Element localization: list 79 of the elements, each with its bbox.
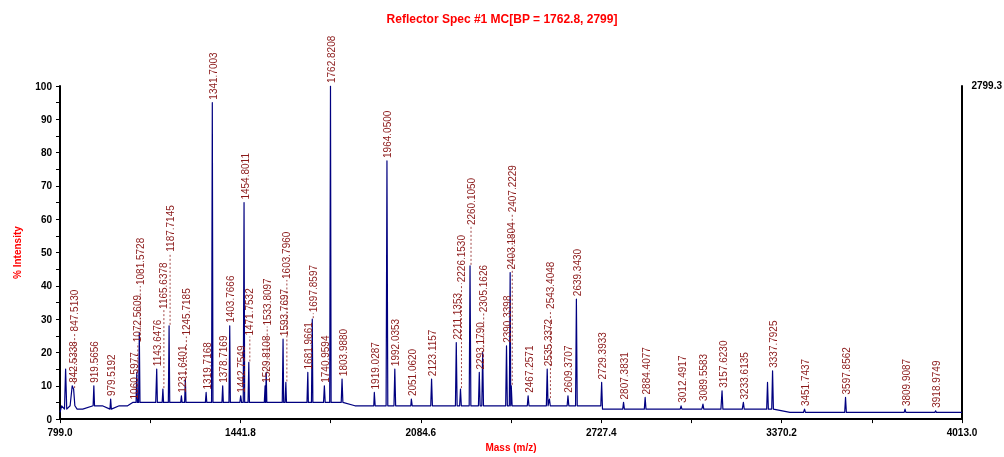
annotation: 1697.8597 <box>307 264 319 313</box>
annotation: 2535.3372 <box>542 318 554 367</box>
annotation: 2884.4077 <box>640 346 652 395</box>
annotation: 1341.7003 <box>207 51 219 100</box>
text: 2799.3 <box>971 79 1003 91</box>
annotation: 2639.3430 <box>571 248 583 297</box>
annotation: 2729.3933 <box>597 331 609 380</box>
annotation: 847.5130 <box>69 289 81 332</box>
annotation: 2226.1530 <box>455 234 467 283</box>
annotation: 919.5656 <box>89 340 101 383</box>
annotation: 1803.9880 <box>337 328 349 377</box>
annotation: 1060.5977 <box>128 351 140 400</box>
annotation: 1603.7960 <box>281 231 293 279</box>
y-tick-label: 100 <box>35 80 53 92</box>
y-tick-label: 40 <box>40 280 53 292</box>
annotation: 1593.7697 <box>278 288 290 337</box>
annotation: 1919.0287 <box>369 341 381 390</box>
annotation: 3918.9749 <box>931 360 943 408</box>
y-axis-title: % Intensity <box>11 225 23 279</box>
annotation: 1072.5609 <box>132 294 144 343</box>
annotation: 2211.1353 <box>451 292 463 340</box>
y-tick-label: 10 <box>40 380 53 392</box>
annotation: 1533.8097 <box>261 277 273 326</box>
annotation: 2543.4048 <box>544 261 556 309</box>
annotation: 1964.0500 <box>382 110 394 158</box>
annotation: 2807.3831 <box>619 351 631 400</box>
annotation: 2051.0620 <box>406 348 418 397</box>
y-tick-label: 80 <box>40 147 53 159</box>
annotation: 1681.9661 <box>303 321 315 370</box>
annotation: 1442.7549 <box>236 345 248 393</box>
annotation: 2407.2229 <box>506 164 518 213</box>
y-tick-label: 60 <box>40 213 53 225</box>
annotation: 2260.1050 <box>465 177 477 226</box>
annotation: 1319.7168 <box>201 341 213 390</box>
annotation: 3337.7925 <box>768 320 780 368</box>
annotation: 3233.6135 <box>738 351 750 400</box>
annotation: 842.5338 <box>67 340 79 383</box>
annotation: 3089.5583 <box>698 353 710 402</box>
y-tick-label: 20 <box>40 346 53 358</box>
annotation: 1143.6476 <box>152 319 164 367</box>
chart-title: Reflector Spec #1 MC[BP = 1762.8, 2799] <box>386 12 618 26</box>
y-tick-label: 90 <box>40 113 53 125</box>
annotation: 2609.3707 <box>563 345 575 393</box>
y-tick-label: 50 <box>40 247 53 259</box>
annotation: 2403.1804 <box>505 221 517 270</box>
x-axis-title: Mass (m/z) <box>485 441 537 453</box>
y-tick-label: 0 <box>46 413 53 425</box>
y-tick-label: 30 <box>40 313 53 325</box>
annotation: 1471.7532 <box>244 287 256 336</box>
annotation: 1165.6378 <box>158 261 170 309</box>
annotation: 3157.6230 <box>717 340 729 388</box>
annotation: 1187.7145 <box>164 204 176 252</box>
annotation: 1378.7169 <box>218 335 230 383</box>
x-tick-label: 2084.6 <box>405 426 437 438</box>
annotation: 1762.8208 <box>325 35 337 83</box>
annotation: 1231.6401 <box>176 345 188 393</box>
annotation: 1454.8011 <box>239 152 251 200</box>
x-tick-label: 3370.2 <box>766 426 798 438</box>
annotation: 3012.4917 <box>676 355 688 403</box>
annotation: 1245.7185 <box>180 287 192 336</box>
annotation: 2390.3398 <box>502 295 514 343</box>
annotation: 3597.8562 <box>841 346 853 395</box>
annotation: 2293.1790 <box>474 321 486 370</box>
annotation: 2305.1626 <box>478 264 490 313</box>
annotation: 1081.5728 <box>134 237 146 286</box>
annotation: 2123.1157 <box>427 329 439 377</box>
annotation: 1992.0353 <box>390 318 402 367</box>
annotation: 2467.2571 <box>523 345 535 393</box>
annotation: 1529.8108 <box>260 335 272 383</box>
annotation: 1403.7666 <box>225 275 237 323</box>
annotation: 3451.7437 <box>800 358 812 407</box>
annotation: 1740.9594 <box>319 335 331 383</box>
x-tick-label: 4013.0 <box>946 426 978 438</box>
x-tick-label: 799.0 <box>47 426 73 438</box>
x-tick-label: 2727.4 <box>585 426 617 438</box>
annotation: 979.5192 <box>106 353 118 397</box>
x-tick-label: 1441.8 <box>225 426 257 438</box>
annotation: 3809.9087 <box>900 358 912 407</box>
y-tick-label: 70 <box>40 180 53 192</box>
